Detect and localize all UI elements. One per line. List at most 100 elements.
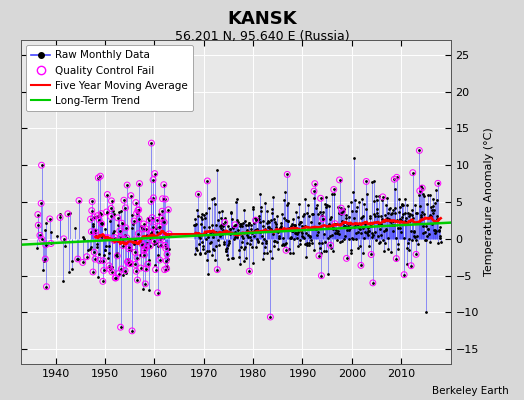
Point [118,242,127,249]
Point [64,210,72,217]
Point [158,215,166,222]
Point [194,191,203,197]
Point [133,210,141,216]
Point [107,205,115,212]
Point [392,174,401,180]
Point [124,258,132,265]
Point [161,196,170,202]
Point [136,238,145,244]
Point [245,268,254,274]
Point [46,216,54,222]
Point [90,249,99,256]
Point [138,226,147,232]
Point [140,246,149,252]
Point [103,191,112,198]
Point [86,216,95,222]
Point [132,268,140,274]
Point [88,208,96,214]
Point [140,248,148,254]
Point [102,209,111,215]
Point [117,266,126,272]
Point [99,278,107,284]
Point [149,176,157,183]
Point [125,261,134,267]
Point [156,236,165,242]
Point [165,231,173,237]
Point [163,251,171,258]
Point [93,212,102,219]
Point [34,211,42,218]
Point [47,240,55,247]
Point [138,241,146,247]
Point [362,178,370,185]
Point [141,226,150,232]
Point [126,260,135,267]
Point [367,251,375,258]
Point [158,196,167,202]
Point [92,232,101,239]
Point [266,314,275,320]
Point [415,147,423,154]
Point [338,209,346,215]
Point [88,198,96,205]
Point [116,324,125,330]
Point [131,249,139,256]
Point [149,195,158,201]
Point [130,236,139,243]
Point [335,177,344,183]
Point [155,224,163,230]
Point [142,266,150,272]
Point [117,220,126,226]
Point [133,254,141,261]
Point [114,270,123,277]
Point [390,176,398,182]
Point [122,205,130,211]
Point [317,272,325,279]
Point [161,242,169,248]
Point [97,220,106,227]
Point [106,266,114,272]
Point [116,228,124,234]
Point [114,215,122,221]
Point [60,236,68,242]
Point [158,208,166,214]
Point [137,265,145,271]
Point [151,266,160,273]
Point [150,170,159,177]
Point [160,182,168,188]
Point [146,235,154,241]
Point [83,254,91,260]
Point [94,174,103,181]
Point [392,255,400,262]
Point [123,259,132,265]
Point [37,162,46,168]
Point [107,198,116,204]
Point [100,267,108,274]
Point [434,180,442,186]
Point [203,178,212,184]
Point [162,265,171,272]
Point [123,182,132,188]
Point [87,228,95,235]
Point [111,275,119,281]
Point [330,186,338,193]
Point [310,188,318,194]
Point [416,188,424,194]
Point [213,266,222,273]
Point [125,244,134,250]
Point [96,173,105,179]
Point [91,229,100,235]
Point [135,216,143,222]
Point [160,219,168,226]
Point [97,210,105,217]
Point [331,220,339,227]
Point [342,255,351,262]
Point [282,247,290,254]
Point [108,269,116,275]
Text: 56.201 N, 95.640 E (Russia): 56.201 N, 95.640 E (Russia) [174,30,350,43]
Point [91,256,99,262]
Point [111,234,119,241]
Point [122,225,130,231]
Point [141,281,149,287]
Point [73,256,82,262]
